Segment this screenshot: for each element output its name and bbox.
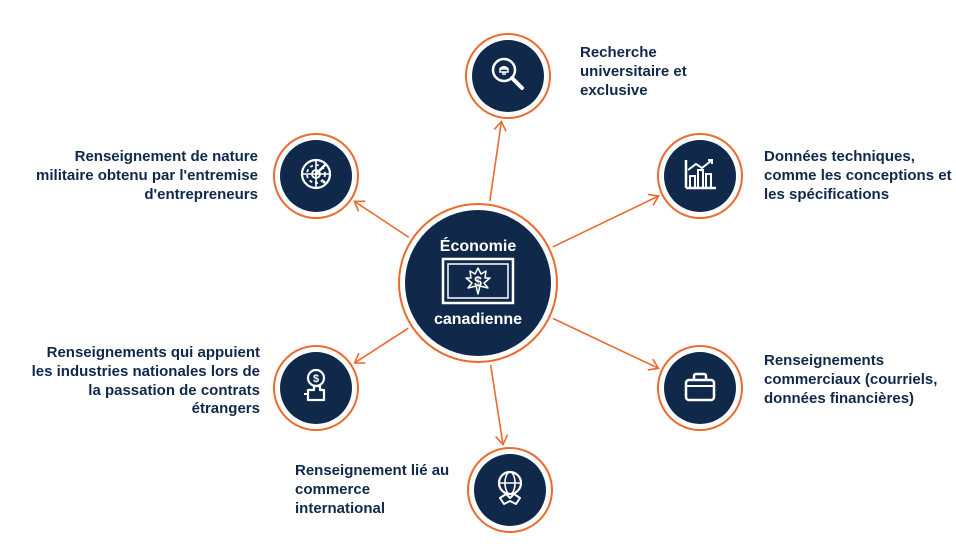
intl-trade-label: Renseignement lié au commerce internatio…: [295, 462, 455, 518]
commercial-icon: [678, 364, 722, 413]
commercial-node: [664, 352, 736, 424]
military-icon: [294, 152, 338, 201]
national-industry-label: Renseignements qui appuient les industri…: [22, 344, 260, 419]
center-label-bottom: canadienne: [434, 311, 522, 329]
national-industry-node: $: [280, 352, 352, 424]
military-label: Renseignement de nature militaire obtenu…: [20, 148, 258, 204]
military-node: [280, 140, 352, 212]
svg-text:$: $: [474, 273, 482, 289]
technical-icon: [678, 152, 722, 201]
research-node: [472, 40, 544, 112]
national-industry-icon: $: [294, 364, 338, 413]
research-label: Recherche universitaire et exclusive: [580, 44, 750, 100]
maple-dollar-icon: $: [440, 256, 516, 311]
center-node: Économie $ canadienne: [405, 210, 551, 356]
center-label-top: Économie: [440, 238, 516, 256]
technical-node: [664, 140, 736, 212]
svg-text:$: $: [313, 373, 319, 385]
intl-trade-node: [474, 454, 546, 526]
commercial-label: Renseignements commerciaux (courriels, d…: [764, 352, 944, 408]
research-icon: [486, 52, 530, 101]
technical-label: Données techniques, comme les conception…: [764, 148, 954, 204]
intl-trade-icon: [488, 466, 532, 515]
